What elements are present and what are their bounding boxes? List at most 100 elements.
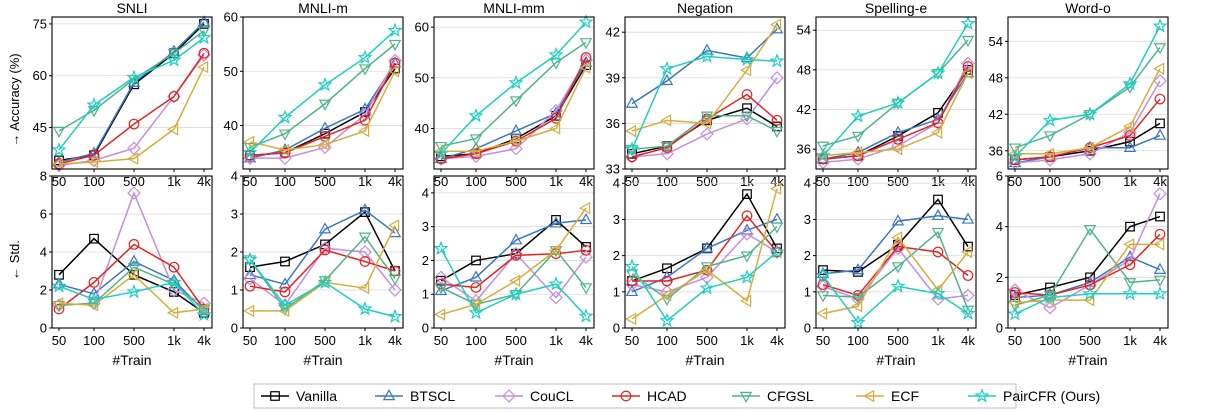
y-tick-label: 4 [613, 176, 620, 191]
series-line-hcad [822, 66, 969, 160]
subplot-std-8: 0 1 2 3 4 50 100 500 1k 4k #Train [422, 175, 595, 368]
series-line-paircfr-ours [631, 251, 778, 322]
y-tick-label: 36 [989, 143, 1003, 158]
legend-label: ECF [891, 388, 919, 404]
y-tick-label: 6 [40, 207, 47, 222]
data-point-paircfr-ours [51, 142, 67, 157]
data-point-paircfr-ours [548, 47, 564, 62]
y-tick-label: 48 [797, 62, 811, 77]
x-tick-label: 100 [274, 174, 296, 189]
y-tick-label: 0 [996, 321, 1003, 336]
data-point-paircfr-ours [769, 53, 785, 68]
data-point-paircfr-ours [624, 258, 640, 273]
data-point-paircfr-ours [1152, 285, 1168, 301]
x-tick-label: 500 [505, 333, 527, 348]
data-point-hcad [359, 256, 371, 267]
legend-marker-ecf [863, 389, 875, 403]
x-tick-label: 1k [931, 333, 945, 348]
data-point-ecf [1153, 238, 1165, 251]
x-axis-label: #Train [685, 352, 724, 368]
axes-frame [51, 16, 213, 170]
data-point-ecf [816, 307, 828, 320]
data-point-hcad [1084, 279, 1096, 291]
data-point-coucl [358, 245, 372, 259]
data-point-ecf [625, 124, 637, 138]
legend-entry-hcad: HCAD [612, 388, 687, 404]
series-paircfr-ours [433, 14, 594, 161]
x-tick-label: 50 [434, 174, 448, 189]
data-point-paircfr-ours [850, 314, 866, 330]
data-point-ecf [770, 182, 782, 195]
data-point-cfgsl [700, 262, 714, 274]
data-point-coucl [660, 146, 674, 161]
data-point-ecf [388, 219, 400, 232]
data-point-paircfr-ours [1122, 75, 1138, 91]
data-point-hcad [1124, 259, 1136, 271]
series-ecf [1008, 62, 1165, 161]
series-line-ecf [58, 273, 205, 314]
series-btscl [816, 66, 975, 164]
series-line-coucl [822, 247, 969, 300]
y-tick-label: 1 [231, 283, 238, 298]
y-tick-label: 2 [804, 248, 811, 263]
data-point-paircfr-ours [850, 108, 866, 123]
y-tick-label: 6 [996, 169, 1003, 184]
legend-marker-coucl [502, 389, 516, 403]
data-point-ecf [851, 146, 863, 159]
series-hcad [817, 61, 974, 165]
data-point-paircfr-ours [699, 48, 715, 63]
data-point-btscl [127, 254, 141, 266]
data-point-coucl [127, 186, 141, 200]
data-point-vanilla [818, 265, 828, 275]
data-point-paircfr-ours [433, 240, 449, 256]
data-point-ecf [700, 263, 712, 277]
data-point-ecf [625, 312, 637, 326]
data-point-paircfr-ours [51, 278, 67, 293]
data-point-hcad [510, 249, 522, 261]
data-point-paircfr-ours [890, 278, 906, 293]
x-tick-label: 100 [656, 333, 678, 348]
x-tick-label: 50 [52, 174, 66, 189]
data-point-coucl [961, 56, 975, 71]
data-point-coucl [549, 290, 563, 305]
y-tick-label: 1 [613, 284, 620, 299]
y-tick-label: 3 [231, 207, 238, 222]
data-point-btscl [358, 203, 372, 215]
series-hcad [53, 47, 210, 170]
x-tick-label: 500 [123, 333, 145, 348]
data-point-cfgsl [700, 111, 714, 123]
x-axis-label: #Train [1068, 352, 1107, 368]
data-point-ecf [579, 61, 591, 74]
legend-label: CFGSL [767, 388, 814, 404]
data-point-cfgsl [660, 141, 674, 154]
series-paircfr-ours [242, 251, 403, 324]
x-tick-label: 100 [465, 333, 487, 348]
series-line-coucl [440, 252, 587, 302]
x-tick-label: 100 [847, 174, 869, 189]
data-point-vanilla [742, 189, 752, 199]
data-point-coucl [700, 127, 714, 141]
data-point-paircfr-ours [1082, 285, 1098, 301]
data-point-cfgsl [579, 38, 593, 50]
series-btscl [52, 15, 211, 167]
series-cfgsl [243, 39, 402, 155]
data-point-hcad [168, 261, 180, 273]
series-paircfr-ours [624, 48, 785, 156]
row-ylabel-std: ← Std. [7, 240, 22, 280]
y-tick-label: 3 [804, 212, 811, 227]
series-line-paircfr-ours [58, 281, 205, 316]
data-point-ecf [167, 306, 179, 320]
data-point-btscl [549, 216, 563, 228]
data-point-hcad [470, 148, 482, 160]
series-line-hcad [58, 243, 205, 310]
series-line-coucl [1014, 80, 1161, 164]
data-point-btscl [770, 212, 784, 224]
x-tick-label: 100 [1039, 174, 1061, 189]
data-point-btscl [469, 141, 483, 153]
data-point-ecf [1043, 147, 1055, 161]
data-point-btscl [625, 96, 639, 108]
legend-entry-cfgsl: CFGSL [732, 388, 814, 404]
series-paircfr-ours [242, 22, 403, 160]
data-point-paircfr-ours [317, 274, 333, 289]
data-point-btscl [52, 277, 66, 289]
